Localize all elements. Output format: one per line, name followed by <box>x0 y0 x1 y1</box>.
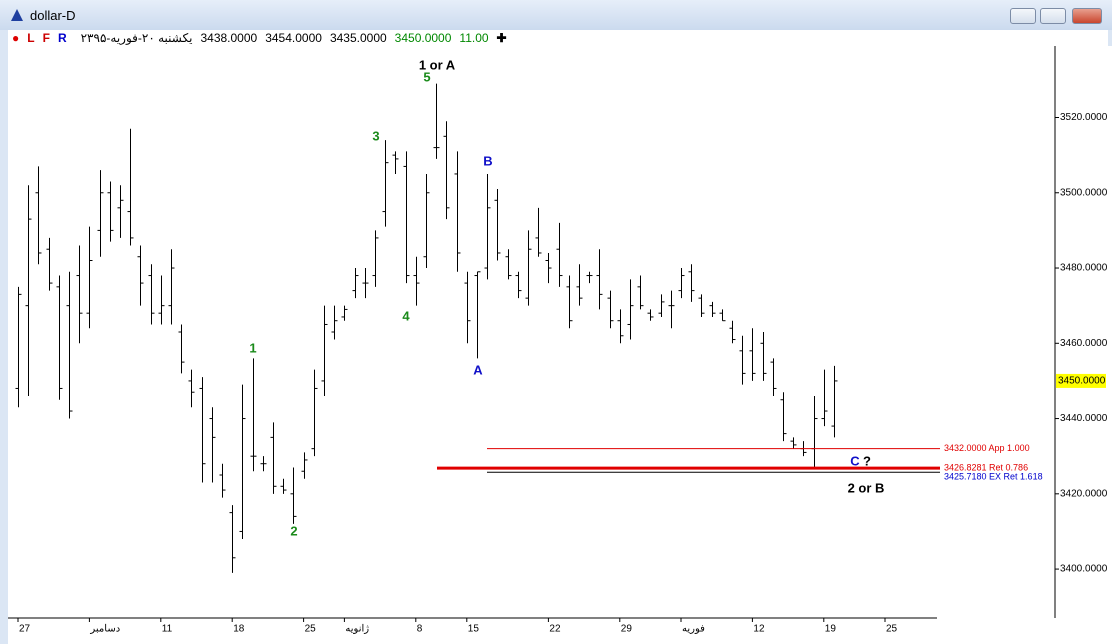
wave-label: 1 <box>249 340 256 355</box>
info-change: 11.00 <box>459 31 489 45</box>
title-bar: dollar-D <box>0 0 1112 30</box>
info-high: 3454.0000 <box>265 31 322 45</box>
plot: 1 or A 5 3 4 1 2 B A C ? 2 or B 3400.000… <box>8 46 1108 635</box>
app-icon <box>11 9 23 21</box>
x-tick-label: 27 <box>19 624 31 635</box>
x-tick-label: 15 <box>468 624 480 635</box>
wave-label: 2 or B <box>848 480 885 495</box>
wave-label: C <box>850 453 860 468</box>
x-tick-label: ژانویه <box>345 624 369 635</box>
wave-label: B <box>483 153 492 168</box>
x-tick-label: 8 <box>417 624 423 635</box>
x-tick-label: دسامبر <box>89 624 120 635</box>
chart: 1 or A 5 3 4 1 2 B A C ? 2 or B 3400.000… <box>8 46 1112 644</box>
wave-label: 2 <box>290 523 297 538</box>
toolbar-button[interactable]: R <box>57 31 67 45</box>
x-tick-label: 22 <box>549 624 561 635</box>
y-tick-label: 3400.0000 <box>1060 564 1108 575</box>
wave-label: 5 <box>423 69 430 84</box>
level-label: 3432.0000 App 1.000 <box>944 443 1030 453</box>
toolbar-button[interactable]: F <box>42 31 50 45</box>
y-tick-label: 3440.0000 <box>1060 413 1108 424</box>
close-button[interactable] <box>1072 8 1102 24</box>
y-tick-label: 3480.0000 <box>1060 263 1108 274</box>
y-tick-label: 3500.0000 <box>1060 187 1108 198</box>
last-price-box <box>1056 373 1106 388</box>
maximize-button[interactable] <box>1040 8 1066 24</box>
y-tick-label: 3420.0000 <box>1060 488 1108 499</box>
level-label: 3425.7180 EX Ret 1.618 <box>944 472 1043 482</box>
info-close: 3450.0000 <box>394 31 452 45</box>
info-date: یکشنبه ۲۰-فوریه-۲۳۹۵ <box>80 31 193 45</box>
wave-label: 3 <box>372 128 379 143</box>
wave-label: 4 <box>402 308 410 323</box>
status-dot: ● <box>12 31 20 45</box>
x-tick-label: 19 <box>825 624 837 635</box>
window-title: dollar-D <box>30 8 76 23</box>
y-tick-label: 3520.0000 <box>1060 112 1108 123</box>
x-tick-label: 29 <box>621 624 633 635</box>
info-low: 3435.0000 <box>329 31 387 45</box>
y-tick-label: 3460.0000 <box>1060 338 1108 349</box>
add-button[interactable]: ✚ <box>496 31 507 45</box>
level-label: 3426.8281 Ret 0.786 <box>944 462 1028 472</box>
info-bar: ● L F R یکشنبه ۲۰-فوریه-۲۳۹۵ 3438.0000 3… <box>8 30 1108 47</box>
wave-label: ? <box>863 453 871 468</box>
wave-label: A <box>473 362 483 377</box>
x-tick-label: 25 <box>305 624 317 635</box>
x-tick-label: 12 <box>753 624 765 635</box>
info-open: 3438.0000 <box>200 31 258 45</box>
x-tick-label: فوریه <box>682 624 705 635</box>
x-tick-label: 11 <box>162 624 173 635</box>
last-price-label: 3450.0000 <box>1058 376 1106 387</box>
minimize-button[interactable] <box>1010 8 1036 24</box>
toolbar-button[interactable]: L <box>27 31 35 45</box>
x-tick-label: 18 <box>233 624 245 635</box>
x-tick-label: 25 <box>886 624 898 635</box>
wave-label: 1 or A <box>419 57 456 72</box>
